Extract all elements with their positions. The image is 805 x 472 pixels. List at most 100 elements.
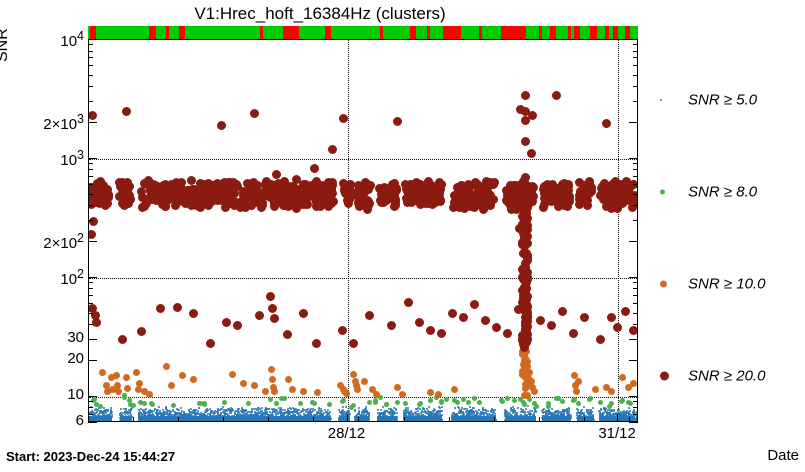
point-snr5 <box>175 411 178 414</box>
point-snr5 <box>250 409 253 412</box>
y-axis-minor-tick <box>88 338 93 340</box>
point-snr5 <box>204 419 207 421</box>
point-snr5 <box>96 415 99 418</box>
point-snr5 <box>365 406 368 409</box>
point-snr5 <box>129 410 132 413</box>
point-snr20 <box>403 297 413 307</box>
point-snr5 <box>140 411 143 414</box>
point-snr5 <box>157 417 160 420</box>
point-snr5 <box>96 411 99 414</box>
y-axis-minor-tick-right <box>633 163 638 165</box>
point-snr5 <box>233 416 235 419</box>
point-snr5 <box>286 415 289 418</box>
y-axis-minor-tick <box>88 414 93 416</box>
point-snr5 <box>304 420 307 421</box>
point-snr5 <box>213 416 216 419</box>
point-snr5 <box>121 417 124 420</box>
y-axis-minor-tick <box>88 101 93 103</box>
legend-item-1[interactable]: SNR ≥ 8.0 <box>648 180 803 204</box>
point-snr5 <box>327 411 330 414</box>
point-snr20 <box>568 328 578 338</box>
point-snr5 <box>235 409 238 412</box>
point-snr5 <box>237 413 240 416</box>
point-snr5 <box>171 409 174 412</box>
point-snr5 <box>269 418 272 420</box>
point-snr5 <box>390 421 392 422</box>
legend-item-3[interactable]: SNR ≥ 20.0 <box>648 364 803 388</box>
point-snr20-band <box>378 189 388 199</box>
point-snr20 <box>189 309 198 319</box>
point-snr5 <box>127 417 130 420</box>
point-snr5 <box>164 407 167 410</box>
point-snr5 <box>190 414 193 417</box>
point-snr20-band <box>242 186 252 196</box>
point-snr5 <box>195 419 197 421</box>
point-snr20 <box>89 216 98 226</box>
point-snr5 <box>241 415 244 418</box>
point-snr5 <box>247 414 250 417</box>
point-snr5 <box>636 415 637 418</box>
point-snr5 <box>359 418 362 421</box>
point-snr5 <box>255 413 258 416</box>
point-snr5 <box>155 410 158 413</box>
point-snr5 <box>197 409 200 412</box>
y-axis-tick-right <box>629 39 638 40</box>
point-snr5 <box>348 411 351 414</box>
point-snr5 <box>235 413 238 416</box>
y-axis-minor-tick <box>88 240 93 242</box>
point-snr5 <box>204 411 207 414</box>
point-snr5 <box>163 417 166 420</box>
point-snr5 <box>107 421 109 422</box>
point-snr5 <box>315 419 318 421</box>
point-snr20 <box>282 330 292 340</box>
point-snr5 <box>194 415 197 418</box>
point-snr20-spike <box>520 286 530 296</box>
point-snr5 <box>274 414 277 417</box>
point-snr20 <box>249 109 259 119</box>
point-snr5 <box>196 415 199 418</box>
point-snr5 <box>277 407 280 410</box>
point-snr5 <box>221 410 224 413</box>
point-snr5 <box>280 407 283 410</box>
point-snr5 <box>89 420 92 421</box>
point-snr5 <box>467 420 470 421</box>
legend-item-0[interactable]: SNR ≥ 5.0 <box>648 88 803 112</box>
point-snr5 <box>264 412 267 415</box>
point-snr5 <box>265 409 268 412</box>
point-snr5 <box>278 416 281 419</box>
point-snr5 <box>227 418 230 421</box>
point-snr5 <box>279 414 282 417</box>
point-snr5 <box>255 415 258 418</box>
point-snr5 <box>389 421 391 422</box>
point-snr5 <box>294 408 297 410</box>
point-snr5 <box>177 409 180 412</box>
point-snr5 <box>210 414 213 417</box>
point-snr5 <box>100 419 103 421</box>
legend-label: SNR ≥ 20.0 <box>688 367 766 385</box>
point-snr5 <box>149 416 152 419</box>
point-snr5 <box>321 416 324 419</box>
point-snr5 <box>229 408 232 411</box>
point-snr5 <box>209 416 212 419</box>
legend-item-2[interactable]: SNR ≥ 10.0 <box>648 272 803 296</box>
point-snr5 <box>192 411 195 414</box>
point-snr5 <box>91 415 94 418</box>
point-snr5 <box>297 418 300 421</box>
y-axis-minor-tick <box>88 193 93 195</box>
point-snr5 <box>103 413 106 416</box>
point-snr5 <box>282 416 285 419</box>
y-axis-tick <box>88 276 97 278</box>
y-axis-tick-right <box>629 157 638 159</box>
point-snr5 <box>213 412 216 415</box>
point-snr5 <box>271 414 274 417</box>
point-snr5 <box>254 408 257 411</box>
point-snr20-band <box>118 184 128 194</box>
point-snr5 <box>305 409 308 411</box>
point-snr20 <box>365 311 374 321</box>
point-snr5 <box>231 414 234 417</box>
point-snr5 <box>101 412 104 415</box>
point-snr5 <box>270 419 273 421</box>
point-snr5 <box>269 414 272 417</box>
point-snr5 <box>247 417 250 420</box>
point-snr5 <box>265 417 268 420</box>
